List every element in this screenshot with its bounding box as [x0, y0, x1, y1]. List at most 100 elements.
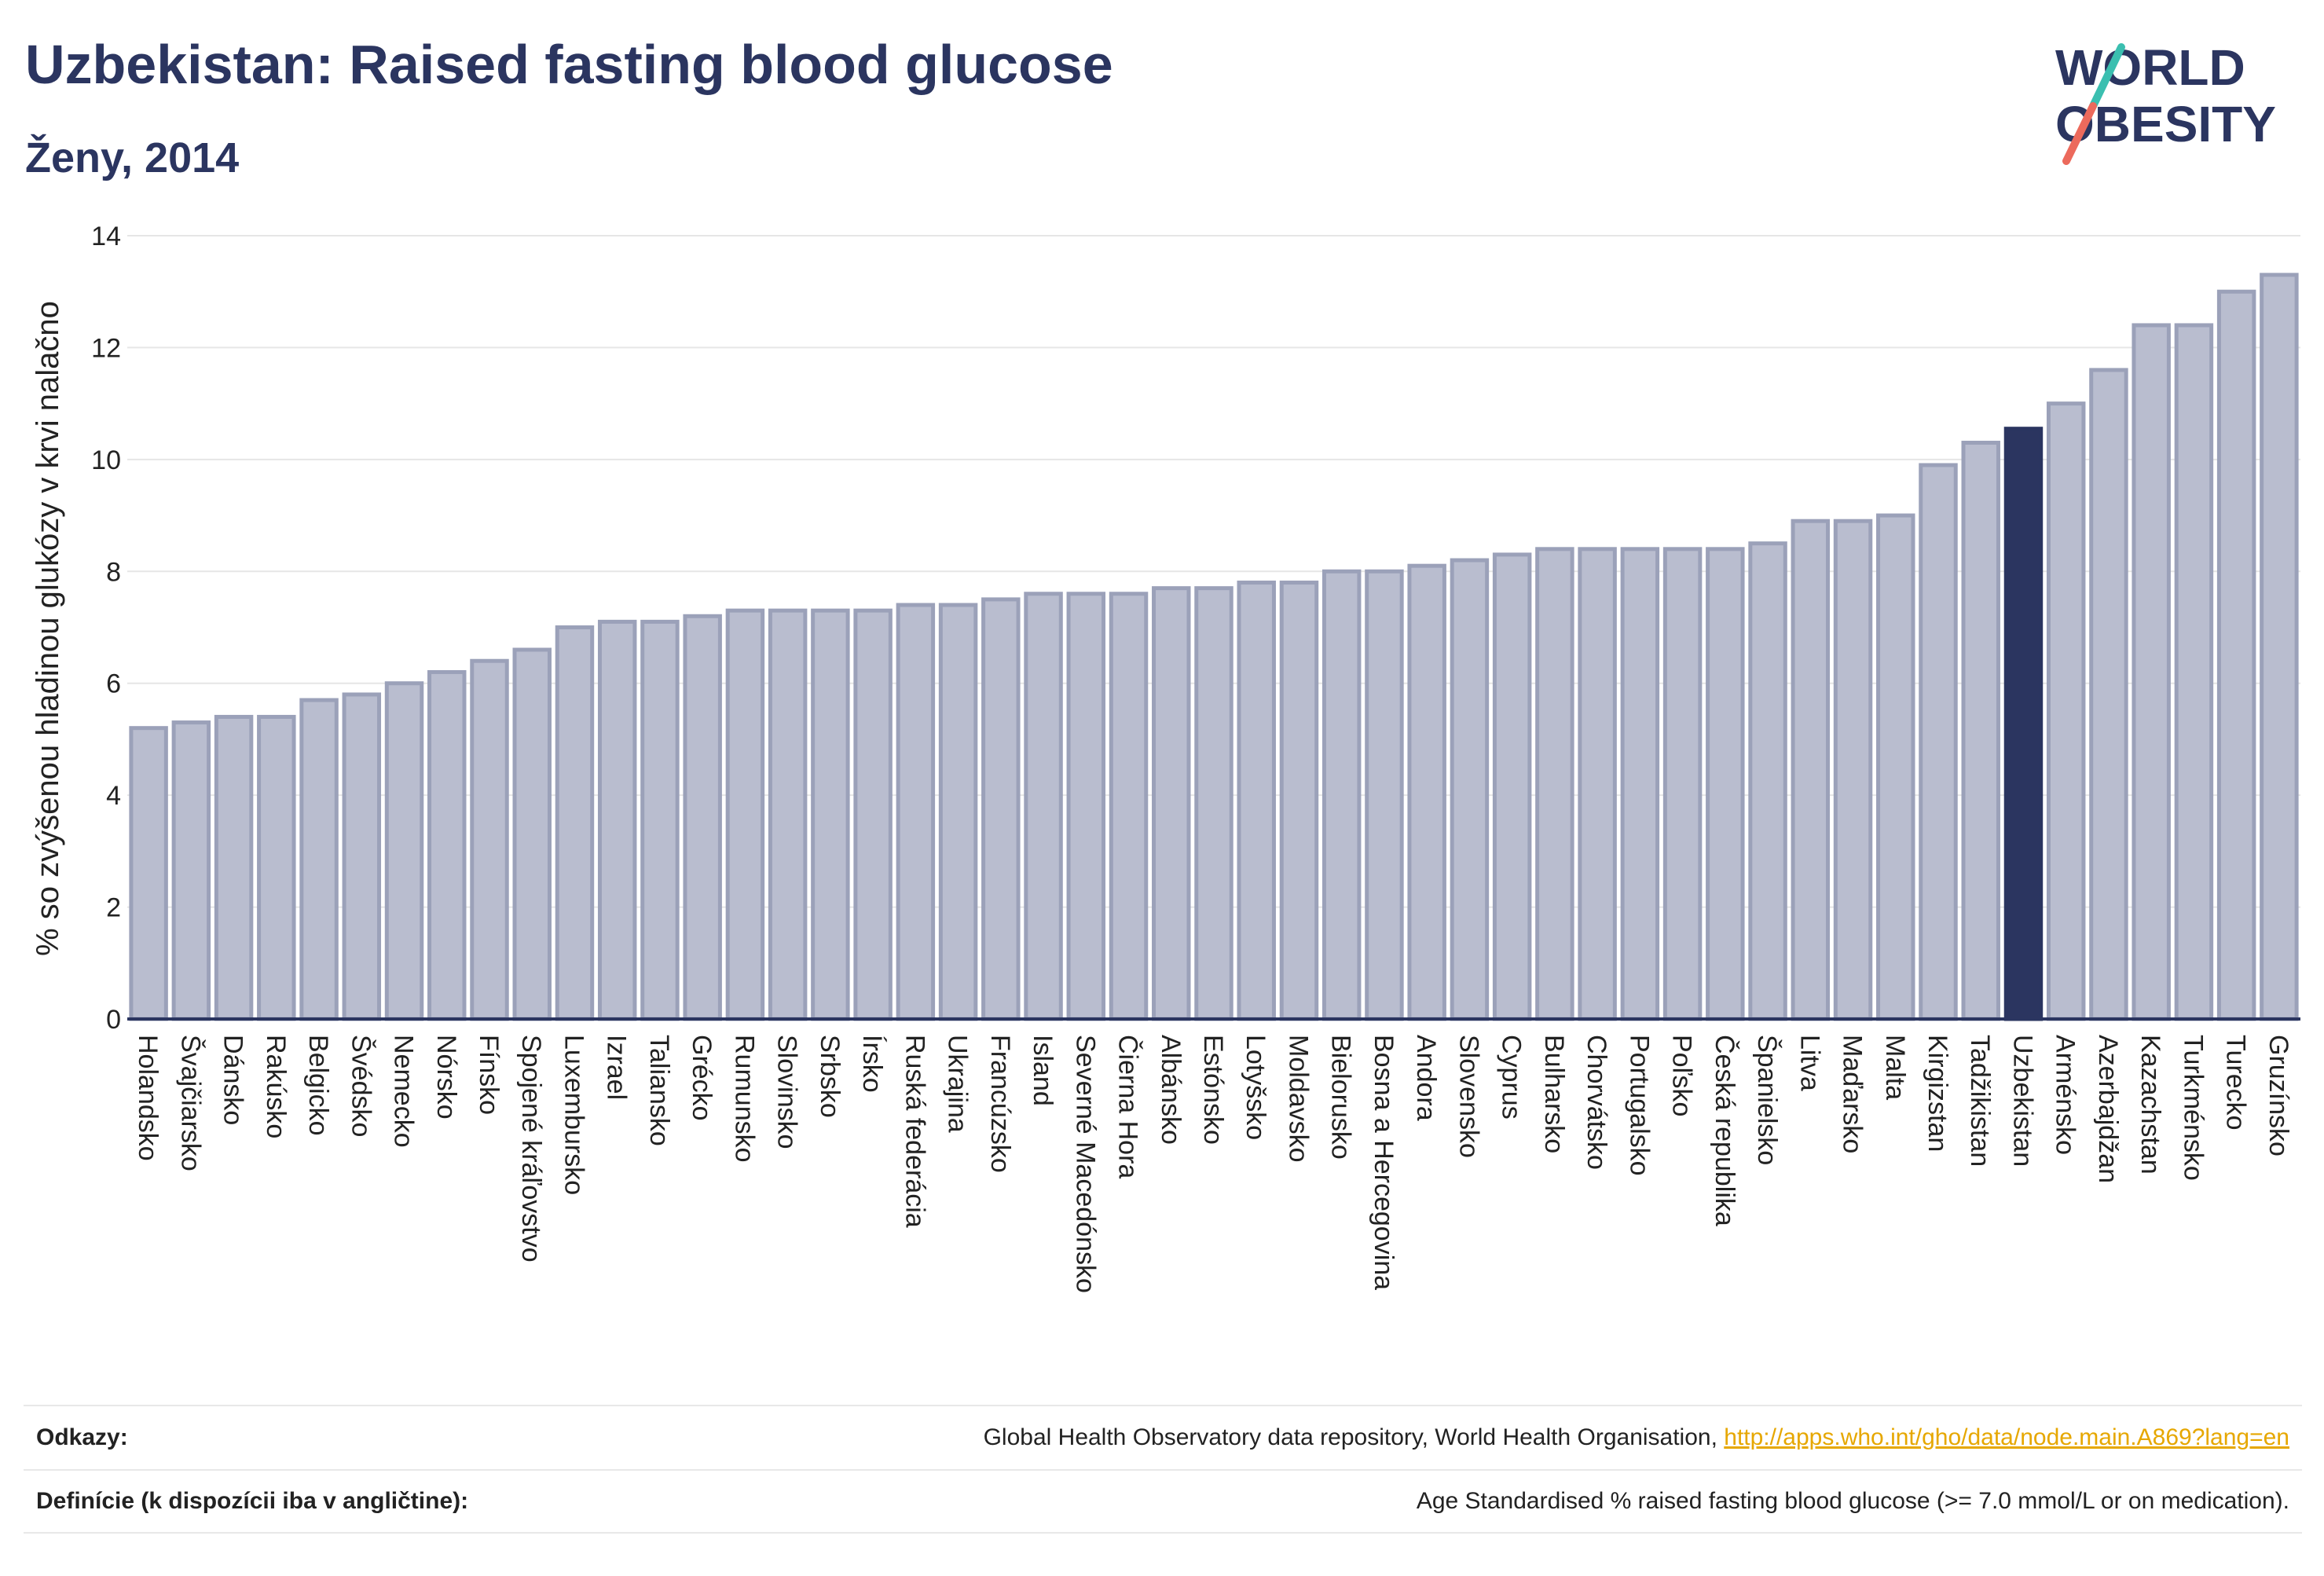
x-tick-label: Albánsko [1156, 1035, 1186, 1145]
y-tick-label: 6 [106, 669, 121, 699]
x-tick-label: Kirgizstan [1923, 1035, 1952, 1152]
bar [768, 608, 808, 1021]
bar [214, 714, 254, 1021]
x-tick-label: Chorvátsko [1582, 1035, 1611, 1170]
bar [342, 692, 382, 1021]
y-tick-label: 2 [106, 893, 121, 923]
x-tick-label: Bosna a Hercegovina [1369, 1035, 1398, 1290]
y-axis: 0 2 4 6 8 10 12 14 [91, 222, 121, 1035]
x-tick-label: Spojené kráľovstvo [516, 1035, 546, 1263]
bar [2132, 323, 2171, 1021]
bar [555, 625, 595, 1021]
x-tick-label: Gruzínsko [2264, 1035, 2293, 1156]
bar [2089, 368, 2128, 1021]
chart-subtitle: Ženy, 2014 [25, 134, 240, 181]
bar-highlight [2003, 427, 2044, 1021]
x-tick-label: Island [1028, 1035, 1058, 1106]
x-tick-label: Srbsko [815, 1035, 845, 1118]
bar [512, 647, 552, 1021]
x-tick-label: Rakúsko [261, 1035, 291, 1138]
bar [1620, 547, 1660, 1021]
footer: Odkazy: Global Health Observatory data r… [24, 1405, 2302, 1534]
bar [2260, 273, 2299, 1021]
x-tick-label: Estónsko [1198, 1035, 1228, 1145]
bar [938, 603, 978, 1021]
x-tick-label: Severné Macedónsko [1070, 1035, 1100, 1293]
bar [2216, 289, 2256, 1021]
x-tick-label: Taliansko [644, 1035, 674, 1146]
x-tick-label: Luxembursko [559, 1035, 588, 1195]
bar [1662, 547, 1703, 1021]
x-tick-label: Dánsko [218, 1035, 248, 1125]
x-tick-label: Slovinsko [772, 1035, 802, 1149]
x-tick-label: Maďarsko [1838, 1035, 1868, 1153]
bar [1748, 541, 1787, 1021]
bar [1833, 519, 1873, 1021]
footer-definitions-row: Definície (k dispozícii iba v angličtine… [24, 1469, 2302, 1534]
y-tick-label: 8 [106, 557, 121, 587]
bar [640, 619, 680, 1021]
x-tick-label: Čierna Hora [1113, 1035, 1143, 1178]
bar [1066, 592, 1106, 1021]
bar [1109, 592, 1149, 1021]
x-tick-label: Švajčiarsko [175, 1035, 205, 1171]
definitions-text: Age Standardised % raised fasting blood … [1416, 1488, 2289, 1514]
bar [171, 720, 211, 1021]
x-tick-label: Fínsko [474, 1035, 504, 1115]
bar [1961, 440, 2000, 1021]
bar [896, 603, 936, 1021]
chart-title: Uzbekistan: Raised fasting blood glucose [25, 34, 1113, 95]
definitions-label: Definície (k dispozícii iba v angličtine… [36, 1488, 469, 1514]
x-tick-label: Belgicko [303, 1035, 333, 1136]
x-tick-label: Bielorusko [1326, 1035, 1356, 1160]
bar [1492, 552, 1532, 1021]
bar [299, 698, 339, 1021]
x-tick-label: Ruská federácia [900, 1035, 929, 1228]
bar [470, 658, 509, 1021]
x-tick-label: Azerbajdžan [2093, 1035, 2123, 1183]
bar [1450, 558, 1490, 1021]
references-link[interactable]: http://apps.who.int/gho/data/node.main.A… [1724, 1424, 2289, 1450]
bar [1365, 569, 1404, 1021]
x-tick-label: Rumunsko [729, 1035, 759, 1163]
bar [427, 669, 467, 1021]
references-value: Global Health Observatory data repositor… [984, 1424, 2289, 1451]
y-tick-label: 14 [91, 222, 121, 251]
bar [1237, 581, 1276, 1021]
bar [129, 726, 168, 1021]
world-obesity-logo: WORLD OBESITY [2055, 39, 2276, 165]
bar [597, 619, 637, 1021]
x-tick-label: Írsko [857, 1035, 887, 1093]
bar [853, 608, 893, 1021]
bar [2046, 401, 2086, 1021]
bar [1321, 569, 1362, 1021]
bar [981, 597, 1021, 1021]
x-tick-label: Turkménsko [2178, 1035, 2208, 1181]
x-tick-label: Nórsko [431, 1035, 461, 1120]
x-tick-label: Španielsko [1752, 1035, 1782, 1165]
x-tick-label: Arménsko [2051, 1035, 2080, 1155]
x-tick-label: Česká republika [1710, 1035, 1739, 1226]
x-tick-label: Uzbekistan [2007, 1035, 2037, 1167]
x-tick-label: Poľsko [1667, 1035, 1697, 1116]
y-tick-label: 10 [91, 445, 121, 475]
bar [384, 681, 424, 1021]
bar [1152, 586, 1191, 1021]
footer-references-row: Odkazy: Global Health Observatory data r… [24, 1405, 2302, 1469]
bar [1876, 513, 1915, 1021]
x-tick-label: Tadžikistan [1965, 1035, 1995, 1167]
x-tick-label: Holandsko [133, 1035, 163, 1161]
bar [1706, 547, 1745, 1021]
x-tick-label: Litva [1794, 1035, 1824, 1091]
x-tick-label: Ukrajina [943, 1035, 973, 1133]
x-tick-label: Izrael [602, 1035, 632, 1100]
references-text: Global Health Observatory data repositor… [983, 1424, 1725, 1450]
svg-text:WORLD: WORLD [2055, 39, 2245, 96]
y-tick-label: 0 [106, 1005, 121, 1035]
bar [1194, 586, 1233, 1021]
x-tick-label: Moldavsko [1283, 1035, 1313, 1163]
y-tick-label: 12 [91, 333, 121, 363]
x-tick-label: Portugalsko [1624, 1035, 1654, 1176]
x-tick-label: Grécko [687, 1035, 717, 1121]
bar [725, 608, 765, 1021]
